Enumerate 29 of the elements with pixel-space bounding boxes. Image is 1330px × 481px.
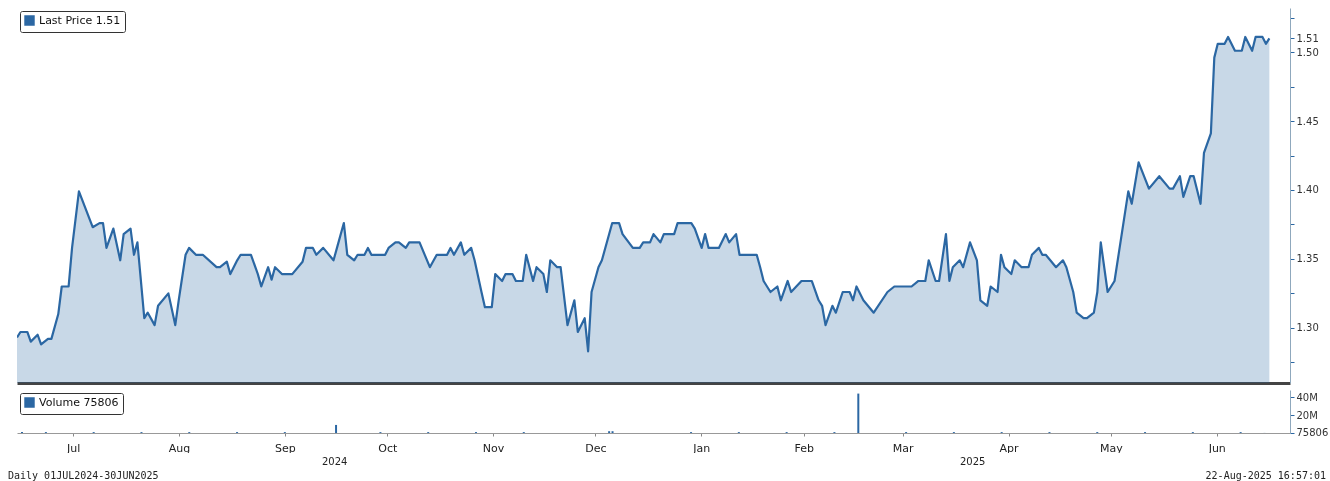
y-tick-label: 1.40 — [1296, 184, 1319, 196]
legend-label: Volume 75806 — [39, 395, 119, 409]
text: 2025 — [960, 456, 986, 467]
y-tick-label: 20M — [1296, 409, 1318, 421]
legend-label: Last Price 1.51 — [39, 13, 121, 27]
y-tick-label: 1.51 — [1296, 32, 1319, 44]
x-tick-label: Jul — [66, 441, 81, 455]
x-tick-label: Dec — [585, 441, 607, 455]
bar — [335, 424, 338, 433]
text: Daily 01JUL2024-30JUN2025 — [8, 470, 159, 481]
bar — [857, 393, 860, 433]
y-tick-label: 1.35 — [1296, 253, 1319, 265]
x-tick-label: Aug — [168, 441, 191, 455]
y-tick-label: 1.30 — [1296, 322, 1319, 334]
x-tick-label: Mar — [892, 441, 915, 455]
x-tick-label: Nov — [482, 441, 505, 455]
y-tick-label: 40M — [1296, 391, 1318, 403]
x-tick-label: Apr — [999, 441, 1019, 455]
x-tick-label: Jun — [1207, 441, 1226, 455]
y-tick-label: 1.50 — [1296, 46, 1319, 58]
text: 2024 — [322, 456, 348, 467]
x-tick-label: Sep — [274, 441, 296, 455]
x-tick-label: Oct — [378, 441, 398, 455]
x-tick-label: Feb — [794, 441, 814, 455]
y-tick-label: 75806 — [1296, 427, 1329, 439]
x-tick-label: Jan — [692, 441, 711, 455]
x-tick-label: May — [1100, 441, 1124, 455]
text: 22-Aug-2025 16:57:01 — [1205, 470, 1326, 481]
y-tick-label: 1.45 — [1296, 115, 1319, 127]
